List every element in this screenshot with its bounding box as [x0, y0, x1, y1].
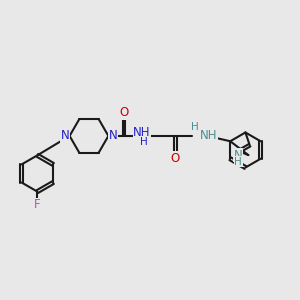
Text: H: H	[140, 137, 148, 147]
Text: N: N	[109, 129, 118, 142]
Text: N: N	[234, 148, 243, 162]
Text: NH: NH	[133, 126, 151, 139]
Text: H: H	[235, 157, 242, 167]
Text: O: O	[171, 152, 180, 165]
Text: O: O	[119, 106, 129, 119]
Text: F: F	[34, 198, 41, 211]
Text: N: N	[61, 129, 69, 142]
Text: NH: NH	[200, 129, 217, 142]
Text: H: H	[191, 122, 199, 132]
